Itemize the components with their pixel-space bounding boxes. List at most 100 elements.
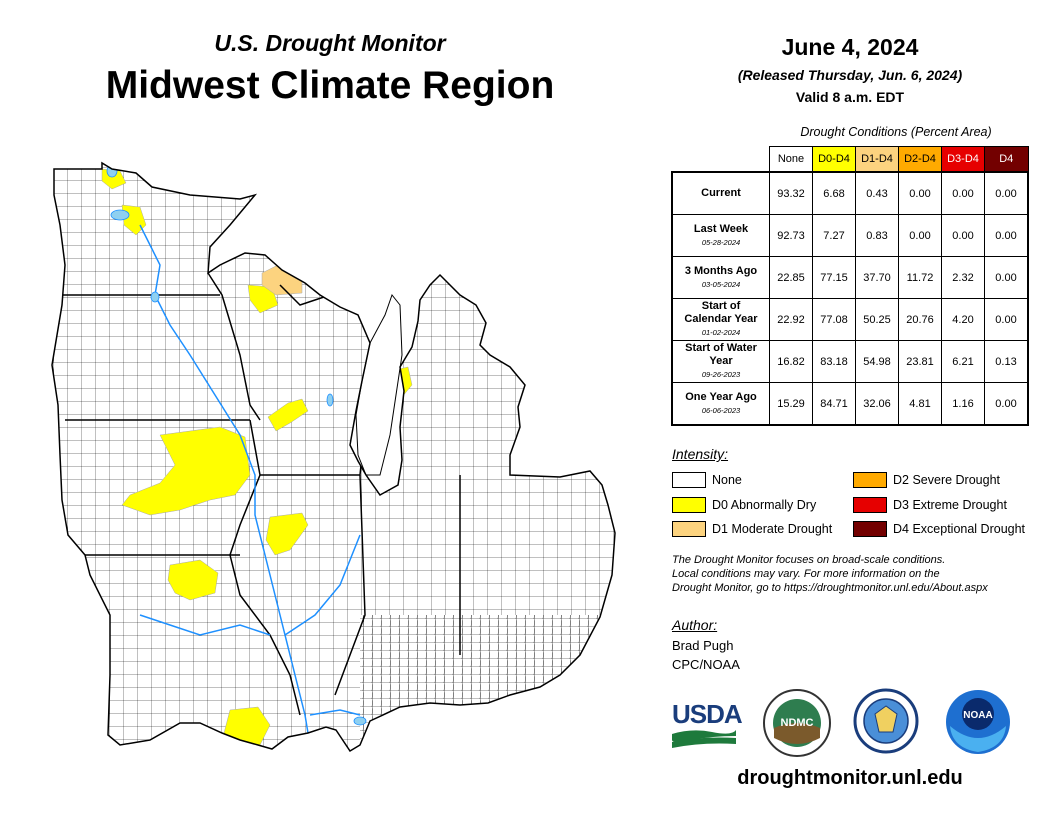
row-label-text: 3 Months Ago (684, 264, 758, 277)
table-row: Current 93.32 6.68 0.43 0.00 0.00 0.00 (671, 171, 1029, 215)
note-line-2: Local conditions may vary. For more info… (672, 568, 940, 580)
author-name: Brad Pugh (672, 638, 734, 653)
drought-d0-areas (101, 168, 413, 751)
table-cell: 0.00 (898, 171, 942, 215)
legend-label: D0 Abnormally Dry (712, 498, 817, 512)
valid-time: Valid 8 a.m. EDT (795, 89, 905, 105)
table-cell: 92.73 (769, 214, 813, 257)
table-row: Start of Calendar Year 01-02-2024 22.92 77.… (671, 298, 1029, 341)
legend-swatch (672, 521, 706, 537)
table-cell: 84.71 (812, 382, 856, 426)
table-cell: 4.81 (898, 382, 942, 426)
row-label: 3 Months Ago 03-05-2024 (671, 256, 770, 299)
table-cell: 0.13 (984, 340, 1029, 383)
table-cell: 0.43 (855, 171, 899, 215)
column-header: D2-D4 (898, 146, 942, 173)
usda-logo: USDA (672, 699, 743, 750)
noaa-logo-text: NOAA (963, 710, 992, 721)
legend-label: D2 Severe Drought (893, 473, 1001, 487)
author-org: CPC/NOAA (672, 657, 740, 672)
row-label-text: Start of Calendar Year (684, 300, 758, 325)
ndmc-logo: NDMC (763, 689, 831, 757)
table-cell: 77.15 (812, 256, 856, 299)
legend-label: D4 Exceptional Drought (893, 522, 1026, 536)
note-line-1: The Drought Monitor focuses on broad-sca… (672, 554, 946, 566)
table-cell: 0.00 (941, 214, 985, 257)
column-header: D1-D4 (855, 146, 899, 173)
table-cell: 2.32 (941, 256, 985, 299)
table-row: Last Week 05-28-2024 92.73 7.27 0.83 0.00 0.00… (671, 214, 1029, 257)
drought-stats-table: None D0-D4 D1-D4 D2-D4 D3-D4 D4 Current 93.32 6… (671, 146, 1029, 426)
table-cell: 1.16 (941, 382, 985, 426)
rivers (139, 224, 361, 746)
usda-logo-text: USDA (672, 699, 743, 729)
lakes (106, 164, 367, 726)
legend-item: D1 Moderate Drought (672, 521, 832, 537)
row-label-text: One Year Ago (685, 390, 757, 403)
great-lakes (355, 293, 403, 476)
map-title: Midwest Climate Region (105, 64, 555, 107)
commerce-seal-logo (853, 688, 919, 754)
table-cell: 6.68 (812, 171, 856, 215)
table-cell: 20.76 (898, 298, 942, 341)
table-cell: 0.00 (984, 256, 1029, 299)
table-cell: 0.83 (855, 214, 899, 257)
table-cell: 7.27 (812, 214, 856, 257)
legend-swatch (853, 497, 887, 513)
column-header: D4 (984, 146, 1029, 173)
table-cell: 50.25 (855, 298, 899, 341)
table-cell: 0.00 (984, 298, 1029, 341)
table-row: Start of Water Year 09-26-2023 16.82 83.18 5… (671, 340, 1029, 383)
table-cell: 0.00 (984, 382, 1029, 426)
legend-heading: Intensity: (672, 446, 729, 462)
row-label-date: 05-28-2024 (701, 237, 741, 247)
table-cell: 0.00 (984, 171, 1029, 215)
table-row: 3 Months Ago 03-05-2024 22.85 77.15 37.70 11.… (671, 256, 1029, 299)
midwest-drought-map (51, 162, 616, 752)
table-cell: 16.82 (769, 340, 813, 383)
row-label-text: Start of Water Year (685, 342, 757, 367)
table-cell: 23.81 (898, 340, 942, 383)
table-cell: 37.70 (855, 256, 899, 299)
table-cell: 22.85 (769, 256, 813, 299)
table-cell: 0.00 (984, 214, 1029, 257)
usda-hills-icon (672, 730, 736, 748)
table-cell: 83.18 (812, 340, 856, 383)
legend-label: D3 Extreme Drought (893, 498, 1007, 512)
table-cell: 77.08 (812, 298, 856, 341)
row-label-date: 01-02-2024 (701, 328, 741, 337)
legend-swatch (672, 497, 706, 513)
row-label: Start of Water Year 09-26-2023 (671, 340, 770, 383)
table-cell: 15.29 (769, 382, 813, 426)
table-cell: 0.00 (941, 171, 985, 215)
ndmc-logo-text: NDMC (781, 717, 814, 729)
table-row: One Year Ago 06-06-2023 15.29 84.71 32.06 4.8… (671, 382, 1029, 426)
footer-url[interactable]: droughtmonitor.unl.edu (737, 767, 963, 789)
author-heading: Author: (672, 617, 718, 633)
column-header: D0-D4 (812, 146, 856, 173)
table-caption: Drought Conditions (Percent Area) (800, 125, 992, 139)
table-cell: 4.20 (941, 298, 985, 341)
table-cell: 54.98 (855, 340, 899, 383)
row-label-date: 06-06-2023 (701, 405, 741, 415)
disclaimer-note: The Drought Monitor focuses on broad-sca… (672, 553, 1042, 595)
legend-swatch (853, 521, 887, 537)
table-cell: 32.06 (855, 382, 899, 426)
row-label-text: Current (701, 187, 741, 199)
row-label: Current (671, 171, 770, 215)
table-cell: 22.92 (769, 298, 813, 341)
legend-swatch (853, 472, 887, 488)
table-cell: 0.00 (898, 214, 942, 257)
map-subtitle: U.S. Drought Monitor (214, 30, 446, 56)
table-cell: 93.32 (769, 171, 813, 215)
row-label-date: 03-05-2024 (701, 279, 741, 289)
row-label: Last Week 05-28-2024 (671, 214, 770, 257)
note-line-3: Drought Monitor, go to https://droughtmo… (672, 582, 988, 594)
row-label-date: 09-26-2023 (701, 370, 741, 379)
release-date: (Released Thursday, Jun. 6, 2024) (737, 67, 963, 83)
column-header: None (769, 146, 813, 173)
column-header: D3-D4 (941, 146, 985, 173)
noaa-logo: NOAA (946, 690, 1010, 754)
legend-item: D3 Extreme Drought (853, 497, 1007, 513)
row-label: Start of Calendar Year 01-02-2024 (671, 298, 770, 341)
